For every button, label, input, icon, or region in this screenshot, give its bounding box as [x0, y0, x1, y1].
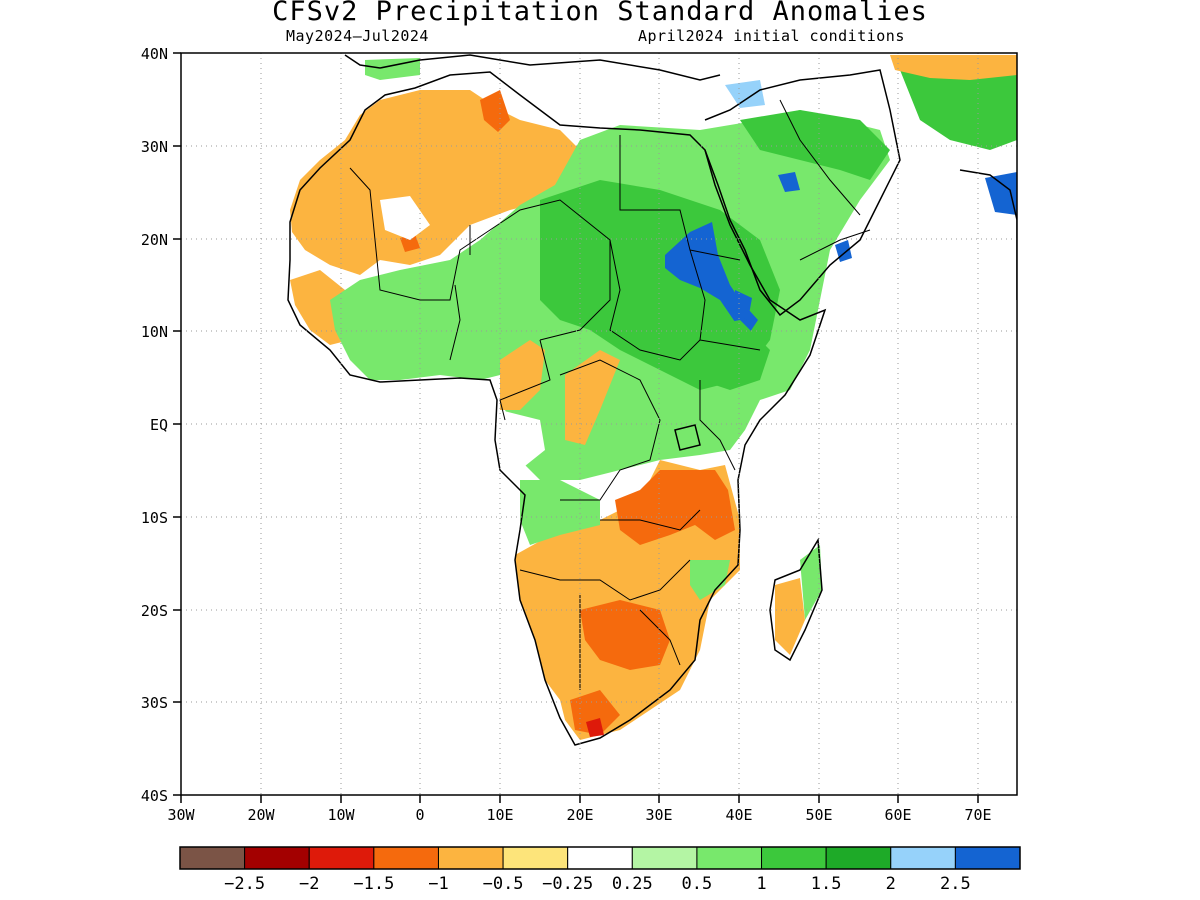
lat-label-10n: 10N [141, 323, 168, 341]
lat-label-40n: 40N [141, 45, 168, 63]
iran-wet-patch [900, 60, 1017, 150]
ethiopia-wet-field [690, 320, 770, 390]
lon-label-60e: 60E [884, 806, 911, 824]
congo-neutral-patch [500, 410, 545, 470]
mali-dry-patch [400, 234, 420, 252]
colorbar-label: 1.5 [811, 874, 842, 894]
cameroon-dry-patch [500, 340, 545, 410]
longitude-axis: 30W 20W 10W 0 10E 20E 30E 40E 50E 60E 70… [167, 795, 992, 824]
arabia-wet-core [740, 110, 890, 180]
colorbar-swatch [244, 846, 310, 870]
colorbar-swatch [373, 846, 439, 870]
sudan-very-wet [665, 222, 758, 335]
madagascar-wet [800, 545, 822, 620]
lat-label-40s: 40S [141, 787, 168, 805]
iran-dry-patch [890, 55, 1017, 80]
colorbar-swatch [954, 846, 1021, 870]
grid-lines [181, 53, 1017, 795]
colorbar-swatch [179, 846, 246, 870]
lat-label-30s: 30S [141, 694, 168, 712]
colorbar-labels: −2.5 −2 −1.5 −1 −0.5 −0.25 0.25 0.5 1 1.5 2 2.5 [224, 874, 971, 894]
lake-victoria [674, 424, 701, 451]
colorbar [179, 846, 1021, 870]
madagascar-coastline [769, 537, 823, 662]
libya-dry-patch [480, 90, 510, 132]
lat-label-20s: 20S [141, 602, 168, 620]
lon-label-50e: 50E [805, 806, 832, 824]
zambia-dry-core [615, 470, 735, 545]
madagascar-dry [775, 578, 805, 655]
colorbar-label: 0.5 [682, 874, 713, 894]
sahara-neutral-patch [380, 196, 430, 240]
cape-very-dry [586, 718, 604, 737]
colorbar-label: 0.25 [612, 874, 653, 894]
colorbar-label: −1.5 [353, 874, 394, 894]
lon-label-30e: 30E [645, 806, 672, 824]
colorbar-swatch [696, 846, 763, 870]
levant-wet-blue [725, 80, 765, 108]
lat-label-20n: 20N [141, 231, 168, 249]
anomaly-fields [290, 55, 1017, 740]
border-lines [349, 99, 871, 690]
lon-label-0: 0 [415, 806, 424, 824]
colorbar-swatch [437, 846, 504, 870]
saudi-wet-blue [778, 172, 800, 192]
arabia-coastline [704, 69, 901, 317]
colorbar-label: −0.5 [483, 874, 524, 894]
lat-label-10s: 10S [141, 509, 168, 527]
india-coastline [959, 169, 1017, 300]
lon-label-40e: 40E [725, 806, 752, 824]
lon-label-10e: 10E [486, 806, 513, 824]
map-title: CFSv2 Precipitation Standard Anomalies [272, 0, 928, 27]
colorbar-swatch [761, 846, 827, 870]
colorbar-label: −0.25 [542, 874, 593, 894]
colorbar-label: 1 [756, 874, 766, 894]
india-very-wet [985, 172, 1017, 215]
southafrica-dry-core [570, 690, 620, 735]
map-area [181, 53, 1017, 795]
colorbar-frame [179, 846, 1021, 870]
latitude-axis: 40N 30N 20N 10N EQ 10S 20S 30S 40S [141, 45, 181, 805]
colorbar-label: −1 [428, 874, 448, 894]
colorbar-label: −2.5 [224, 874, 265, 894]
country-borders [349, 99, 871, 690]
coastlines [287, 54, 1017, 746]
colorbar-swatch [631, 846, 698, 870]
initial-conditions: April2024 initial conditions [638, 27, 905, 45]
colorbar-swatch [825, 846, 892, 870]
colorbar-swatch [502, 846, 569, 870]
colorbar-swatch [308, 846, 375, 870]
mozambique-wet-strip [690, 560, 730, 600]
lon-label-20w: 20W [247, 806, 275, 824]
lat-label-eq: EQ [150, 416, 168, 434]
lon-label-10w: 10W [327, 806, 355, 824]
mediterranean-north-coast [344, 54, 721, 81]
colorbar-label: −2 [299, 874, 319, 894]
ethiopia-blue-patch [735, 290, 752, 320]
colorbar-label: 2 [886, 874, 896, 894]
colorbar-swatch [890, 846, 956, 870]
congo-dry-patch [565, 350, 620, 445]
forecast-period: May2024–Jul2024 [286, 27, 429, 45]
colorbar-label: 2.5 [940, 874, 971, 894]
lat-label-30n: 30N [141, 138, 168, 156]
colorbar-swatch [567, 846, 633, 870]
lon-label-20e: 20E [566, 806, 593, 824]
lon-label-70e: 70E [964, 806, 991, 824]
lon-label-30w: 30W [167, 806, 195, 824]
sahara-dry-field [290, 90, 580, 275]
africa-coastline [287, 71, 827, 746]
